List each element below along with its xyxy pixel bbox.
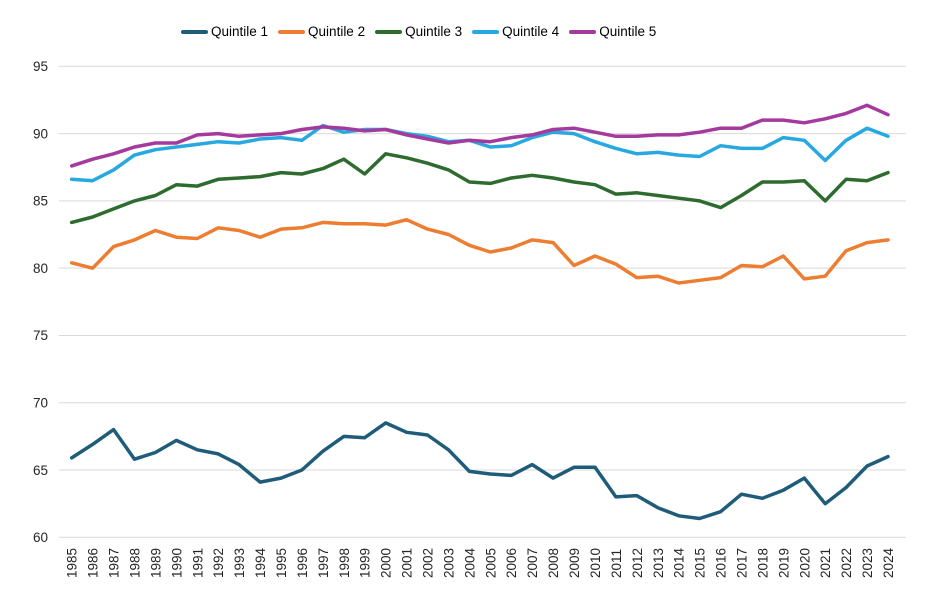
legend-label-quintile-5: Quintile 5 — [599, 24, 657, 39]
x-tick-label: 1993 — [232, 548, 247, 578]
x-tick-label: 1992 — [211, 548, 226, 578]
y-tick-label: 95 — [33, 59, 48, 74]
x-tick-label: 1988 — [127, 548, 142, 578]
legend-line-swatch-quintile-5 — [569, 29, 597, 35]
legend-label-quintile-2: Quintile 2 — [308, 24, 366, 39]
legend-line-swatch-quintile-2 — [278, 29, 306, 35]
legend-item-quintile-2: Quintile 2 — [278, 23, 365, 41]
x-tick-label: 2013 — [651, 548, 666, 578]
legend-line-swatch-quintile-4 — [472, 29, 500, 35]
x-tick-label: 1987 — [107, 548, 122, 578]
x-tick-label: 1986 — [86, 548, 101, 578]
y-tick-label: 70 — [33, 396, 48, 411]
x-tick-label: 1998 — [337, 548, 352, 578]
x-tick-label: 2019 — [776, 548, 791, 578]
x-tick-label: 2024 — [881, 547, 896, 578]
x-tick-label: 2001 — [400, 548, 415, 578]
x-tick-label: 2004 — [462, 547, 477, 578]
series-line-quintile-4 — [69, 123, 890, 183]
x-tick-label: 2021 — [818, 548, 833, 578]
series-line-quintile-5 — [69, 103, 890, 168]
y-tick-label: 65 — [33, 463, 48, 478]
x-tick-label: 2000 — [379, 548, 394, 578]
x-tick-label: 2006 — [504, 548, 519, 578]
y-tick-label: 75 — [33, 328, 48, 343]
y-tick-label: 60 — [33, 530, 48, 545]
y-tick-label: 80 — [33, 261, 48, 276]
legend-item-quintile-5: Quintile 5 — [569, 23, 656, 41]
x-tick-label: 1991 — [190, 548, 205, 578]
x-tick-label: 2002 — [421, 548, 436, 578]
series-line-quintile-3 — [69, 152, 890, 225]
x-tick-label: 2018 — [755, 548, 770, 578]
x-tick-label: 1990 — [169, 548, 184, 578]
x-tick-label: 2020 — [797, 548, 812, 578]
x-tick-label: 1995 — [274, 548, 289, 578]
x-tick-label: 2003 — [441, 548, 456, 578]
legend-item-quintile-4: Quintile 4 — [472, 23, 559, 41]
legend-label-quintile-1: Quintile 1 — [211, 24, 269, 39]
series-line-quintile-1 — [69, 421, 890, 521]
y-tick-label: 90 — [33, 126, 48, 141]
x-tick-label: 2009 — [567, 548, 582, 578]
x-tick-label: 1996 — [295, 548, 310, 578]
legend-item-quintile-3: Quintile 3 — [375, 23, 462, 41]
y-tick-label: 85 — [33, 194, 48, 209]
x-tick-label: 1997 — [316, 548, 331, 578]
x-tick-label: 2011 — [609, 549, 624, 578]
x-tick-label: 2005 — [483, 548, 498, 578]
legend-label-quintile-4: Quintile 4 — [502, 24, 560, 39]
x-tick-label: 2023 — [860, 548, 875, 578]
x-tick-label: 2014 — [672, 547, 687, 578]
x-tick-label: 2012 — [630, 548, 645, 578]
x-tick-label: 2010 — [588, 548, 603, 578]
x-tick-label: 1999 — [358, 548, 373, 578]
x-tick-label: 2017 — [734, 548, 749, 578]
chart-legend: Quintile 1 Quintile 2 Quintile 3 Quintile 4… — [181, 23, 666, 41]
legend-label-quintile-3: Quintile 3 — [405, 24, 463, 39]
x-tick-label: 1989 — [148, 548, 163, 578]
x-tick-label: 1985 — [65, 548, 80, 578]
x-tick-label: 2008 — [546, 548, 561, 578]
series-line-quintile-2 — [69, 217, 890, 285]
legend-line-swatch-quintile-1 — [181, 29, 208, 35]
legend-item-quintile-1: Quintile 1 — [181, 23, 268, 41]
x-tick-label: 1994 — [253, 547, 268, 578]
legend-line-swatch-quintile-3 — [375, 29, 403, 35]
x-tick-label: 2015 — [693, 548, 708, 578]
x-tick-label: 2007 — [525, 548, 540, 578]
x-tick-label: 2016 — [714, 548, 729, 578]
x-tick-label: 2022 — [839, 548, 854, 578]
